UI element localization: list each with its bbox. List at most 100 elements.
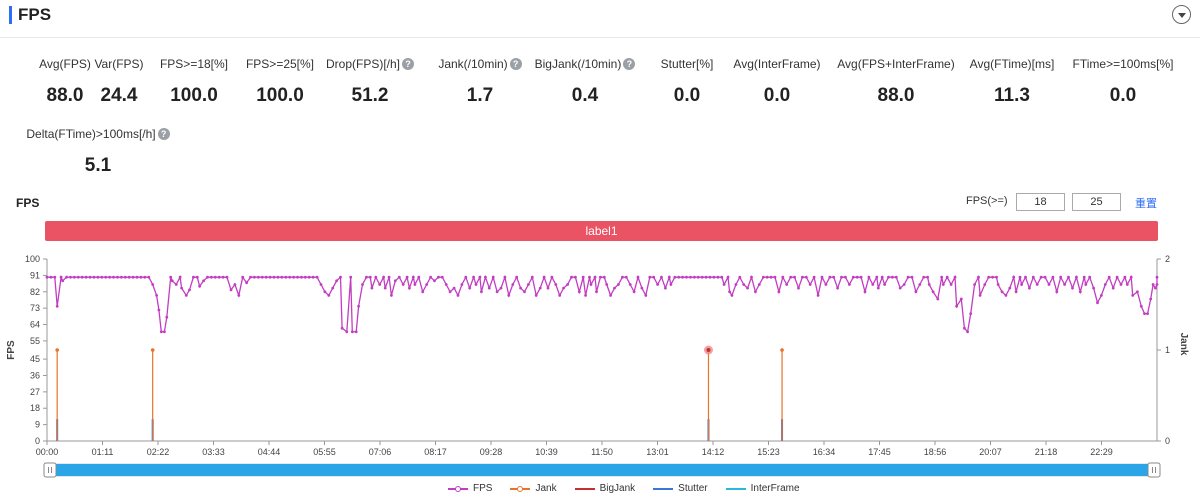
metric-label: BigJank(/10min)? bbox=[535, 57, 636, 71]
fps-point bbox=[452, 286, 456, 290]
fps-point bbox=[319, 283, 323, 286]
metric-value: 5.1 bbox=[84, 155, 112, 176]
fps-point bbox=[411, 275, 415, 279]
metric-label: Drop(FPS)[/h]? bbox=[326, 57, 414, 71]
legend-item-fps[interactable]: FPS bbox=[448, 483, 492, 494]
fps-point bbox=[433, 279, 436, 283]
fps-point bbox=[617, 283, 620, 286]
threshold-high-input[interactable] bbox=[1072, 193, 1121, 211]
fps-point bbox=[534, 294, 538, 297]
fps-point bbox=[584, 294, 587, 297]
fps-point bbox=[685, 275, 688, 279]
fps-point bbox=[1012, 275, 1016, 279]
fps-point bbox=[769, 275, 773, 279]
fps-point bbox=[311, 275, 315, 279]
fps-point bbox=[1146, 312, 1149, 315]
fps-point bbox=[644, 294, 648, 297]
fps-point bbox=[1031, 275, 1035, 279]
fps-point bbox=[887, 275, 890, 279]
reset-link[interactable]: 重置 bbox=[1135, 198, 1157, 210]
y2-tick-label: 0 bbox=[1165, 436, 1170, 446]
metric-label: Avg(FPS+InterFrame) bbox=[837, 57, 954, 71]
help-icon[interactable]: ? bbox=[509, 58, 522, 70]
chevron-down-icon[interactable] bbox=[1172, 5, 1191, 24]
fps-point bbox=[307, 275, 311, 279]
fps-point bbox=[374, 275, 378, 279]
legend-swatch bbox=[510, 485, 531, 493]
fps-point bbox=[636, 275, 640, 279]
fps-point bbox=[1107, 275, 1111, 279]
fps-point bbox=[656, 283, 659, 286]
metric-label: Avg(FTime)[ms] bbox=[970, 57, 1055, 71]
fps-point bbox=[530, 275, 534, 279]
fps-point bbox=[577, 290, 581, 294]
panel-header: FPS bbox=[0, 0, 1200, 38]
fps-point bbox=[198, 284, 202, 288]
metric-label: FTime>=100ms[%] bbox=[1073, 57, 1174, 71]
fps-point bbox=[1018, 275, 1022, 279]
fps-point bbox=[742, 283, 746, 286]
fps-point bbox=[922, 275, 926, 279]
fps-point bbox=[613, 286, 616, 290]
fps-point bbox=[157, 308, 161, 312]
fps-point bbox=[507, 294, 511, 297]
fps-point bbox=[677, 275, 681, 279]
fps-point bbox=[973, 283, 976, 286]
fps-point bbox=[92, 275, 96, 279]
fps-point bbox=[1078, 290, 1082, 294]
fps-point bbox=[383, 286, 387, 290]
metric-value: 88.0 bbox=[46, 85, 84, 106]
fps-point bbox=[233, 283, 237, 286]
fps-point bbox=[73, 275, 76, 279]
metric-label-text: Stutter[%] bbox=[660, 57, 714, 71]
fps-point bbox=[855, 275, 859, 279]
fps-point bbox=[292, 275, 295, 279]
help-icon[interactable]: ? bbox=[402, 58, 414, 70]
fps-point bbox=[730, 294, 734, 297]
fps-point bbox=[871, 283, 875, 286]
legend-item-interframe[interactable]: InterFrame bbox=[725, 483, 800, 494]
y-tick-label: 82 bbox=[30, 287, 40, 297]
label-bar[interactable]: label1 bbox=[45, 221, 1158, 241]
help-icon[interactable]: ? bbox=[623, 58, 636, 70]
threshold-low-input[interactable] bbox=[1016, 193, 1065, 211]
zoom-handle-start[interactable] bbox=[43, 462, 57, 478]
metric-label-text: BigJank(/10min) bbox=[534, 57, 622, 71]
fps-point bbox=[225, 275, 229, 279]
fps-point bbox=[562, 286, 565, 290]
fps-point bbox=[159, 330, 163, 334]
y-tick-label: 36 bbox=[30, 370, 40, 380]
fps-point bbox=[315, 275, 319, 279]
help-icon[interactable]: ? bbox=[157, 128, 170, 140]
metric-value: 0.4 bbox=[571, 85, 599, 106]
x-tick-label: 21:18 bbox=[1035, 447, 1058, 457]
fps-point bbox=[906, 275, 910, 279]
fps-point bbox=[722, 283, 726, 286]
chart-title: FPS bbox=[16, 196, 40, 210]
fps-point bbox=[648, 275, 652, 279]
metric-1: Avg(FPS) 88.0 bbox=[0, 55, 145, 107]
fps-point bbox=[936, 297, 940, 301]
fps-point bbox=[143, 275, 147, 279]
legend-item-jank[interactable]: Jank bbox=[510, 483, 557, 494]
fps-point bbox=[689, 275, 692, 279]
fps-point bbox=[953, 275, 957, 279]
fps-point bbox=[726, 275, 730, 279]
legend-item-stutter[interactable]: Stutter bbox=[653, 483, 708, 494]
fps-point bbox=[949, 283, 953, 286]
fps-point bbox=[875, 275, 879, 279]
fps-point bbox=[777, 290, 781, 294]
legend-item-bigjank[interactable]: BigJank bbox=[574, 483, 636, 494]
fps-point bbox=[566, 283, 569, 286]
x-tick-label: 17:45 bbox=[868, 447, 891, 457]
zoom-handle-end[interactable] bbox=[1147, 462, 1161, 478]
fps-point bbox=[969, 312, 973, 315]
fps-point bbox=[249, 275, 252, 279]
fps-point bbox=[491, 275, 495, 279]
fps-point bbox=[354, 330, 358, 334]
metric-value: 24.4 bbox=[100, 85, 138, 106]
fps-point bbox=[1103, 283, 1107, 286]
fps-point bbox=[996, 283, 1000, 286]
fps-point bbox=[511, 283, 515, 286]
legend-label: BigJank bbox=[599, 483, 636, 494]
